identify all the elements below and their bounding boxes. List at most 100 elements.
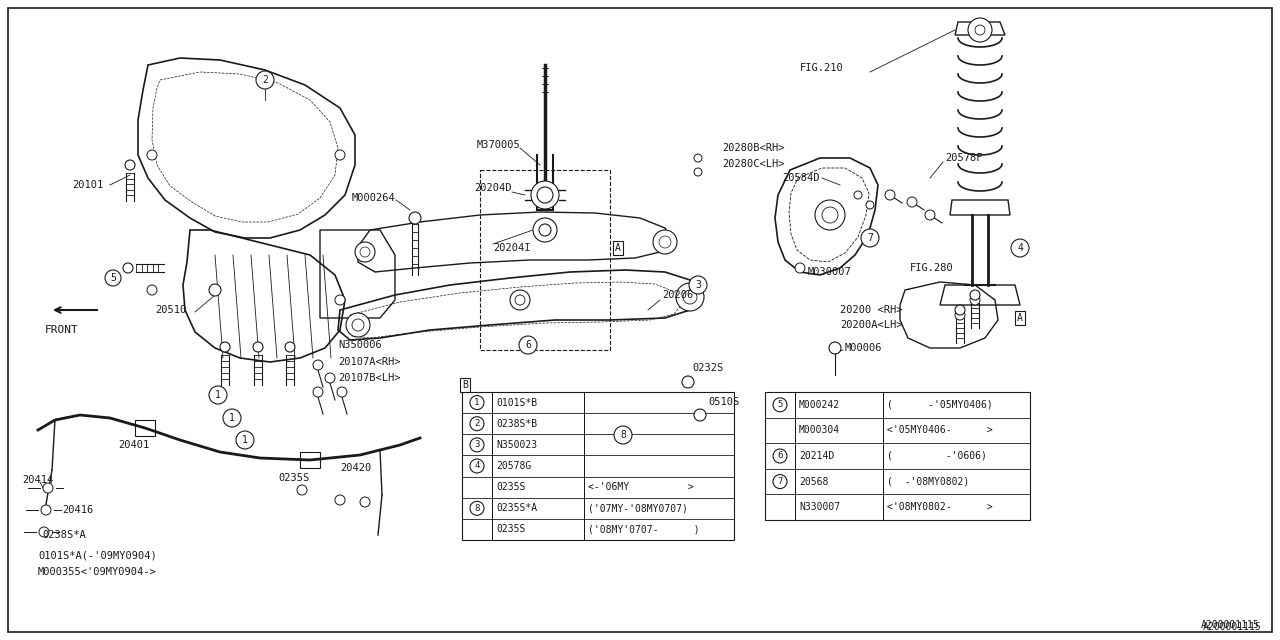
Text: 6: 6: [525, 340, 531, 350]
Text: N330007: N330007: [799, 502, 840, 512]
Text: 7: 7: [867, 233, 873, 243]
Circle shape: [223, 409, 241, 427]
Text: M000242: M000242: [799, 400, 840, 410]
Text: 0238S*B: 0238S*B: [497, 419, 538, 429]
Text: A: A: [613, 243, 620, 253]
Circle shape: [867, 201, 874, 209]
Text: M000304: M000304: [799, 426, 840, 435]
Circle shape: [470, 396, 484, 410]
Circle shape: [518, 336, 538, 354]
Circle shape: [829, 342, 841, 354]
Text: A: A: [616, 243, 621, 253]
Circle shape: [653, 230, 677, 254]
Text: 0235S: 0235S: [278, 473, 310, 483]
Circle shape: [470, 417, 484, 431]
Text: (         -'0606): ( -'0606): [887, 451, 987, 461]
Text: A200001115: A200001115: [1201, 620, 1260, 630]
Text: 20204D: 20204D: [475, 183, 512, 193]
Circle shape: [470, 501, 484, 515]
Text: 5: 5: [110, 273, 116, 283]
Circle shape: [105, 270, 122, 286]
Circle shape: [815, 200, 845, 230]
Circle shape: [360, 497, 370, 507]
Text: 20107A<RH>: 20107A<RH>: [338, 357, 401, 367]
Circle shape: [256, 71, 274, 89]
Text: M000355<'09MY0904->: M000355<'09MY0904->: [38, 567, 156, 577]
Circle shape: [970, 295, 980, 305]
Text: 8: 8: [475, 504, 480, 513]
Text: 2: 2: [262, 75, 268, 85]
Text: 6: 6: [777, 451, 782, 461]
Circle shape: [676, 283, 704, 311]
Text: 5: 5: [777, 400, 782, 410]
Circle shape: [968, 18, 992, 42]
Circle shape: [854, 191, 861, 199]
Circle shape: [41, 505, 51, 515]
Text: 7: 7: [777, 477, 782, 486]
Text: 1: 1: [242, 435, 248, 445]
Text: 20214D: 20214D: [799, 451, 835, 461]
Text: M030007: M030007: [808, 267, 851, 277]
Circle shape: [355, 242, 375, 262]
Text: (  -'08MY0802): ( -'08MY0802): [887, 477, 969, 486]
Circle shape: [689, 276, 707, 294]
Text: 3: 3: [695, 280, 701, 290]
Text: 20578G: 20578G: [497, 461, 531, 471]
Text: 4: 4: [1018, 243, 1023, 253]
Circle shape: [509, 290, 530, 310]
Text: FIG.210: FIG.210: [800, 63, 844, 73]
Text: 20578F: 20578F: [945, 153, 983, 163]
Circle shape: [614, 426, 632, 444]
Text: M000264: M000264: [351, 193, 396, 203]
Circle shape: [773, 475, 787, 488]
Text: 2: 2: [475, 419, 480, 428]
Circle shape: [220, 342, 230, 352]
Circle shape: [297, 485, 307, 495]
Text: 0101S*A(-'09MY0904): 0101S*A(-'09MY0904): [38, 550, 156, 560]
Circle shape: [314, 360, 323, 370]
Text: 20414: 20414: [22, 475, 54, 485]
Circle shape: [314, 387, 323, 397]
Text: 20420: 20420: [340, 463, 371, 473]
Text: ('07MY-'08MY0707): ('07MY-'08MY0707): [588, 503, 687, 513]
Circle shape: [335, 495, 346, 505]
Text: 20280C<LH>: 20280C<LH>: [722, 159, 785, 169]
Text: 20510: 20510: [155, 305, 187, 315]
Circle shape: [884, 190, 895, 200]
Text: 0235S*A: 0235S*A: [497, 503, 538, 513]
Text: 3: 3: [475, 440, 480, 449]
Circle shape: [335, 150, 346, 160]
Text: 0232S: 0232S: [692, 363, 723, 373]
Text: 1: 1: [475, 398, 480, 407]
Text: B: B: [462, 380, 468, 390]
Text: 1: 1: [215, 390, 221, 400]
Text: 0238S*A: 0238S*A: [42, 530, 86, 540]
Circle shape: [773, 398, 787, 412]
Text: 20401: 20401: [118, 440, 150, 450]
Circle shape: [908, 197, 916, 207]
Text: 0235S: 0235S: [497, 524, 525, 534]
Circle shape: [38, 527, 49, 537]
Circle shape: [125, 160, 134, 170]
Text: 20416: 20416: [61, 505, 93, 515]
Circle shape: [861, 229, 879, 247]
Circle shape: [147, 150, 157, 160]
Text: 20200A<LH>: 20200A<LH>: [840, 320, 902, 330]
Text: FRONT: FRONT: [45, 325, 79, 335]
Circle shape: [1011, 239, 1029, 257]
Circle shape: [147, 285, 157, 295]
Circle shape: [346, 313, 370, 337]
Circle shape: [773, 449, 787, 463]
Circle shape: [694, 168, 701, 176]
Text: 20584D: 20584D: [782, 173, 820, 183]
Text: A: A: [1018, 313, 1023, 323]
Circle shape: [337, 387, 347, 397]
Text: N350006: N350006: [338, 340, 381, 350]
Circle shape: [531, 181, 559, 209]
Text: 0235S: 0235S: [497, 482, 525, 492]
Text: 20568: 20568: [799, 477, 828, 486]
Text: N350023: N350023: [497, 440, 538, 450]
Circle shape: [470, 459, 484, 473]
Text: 20200 <RH>: 20200 <RH>: [840, 305, 902, 315]
Text: <-'06MY          >: <-'06MY >: [588, 482, 694, 492]
